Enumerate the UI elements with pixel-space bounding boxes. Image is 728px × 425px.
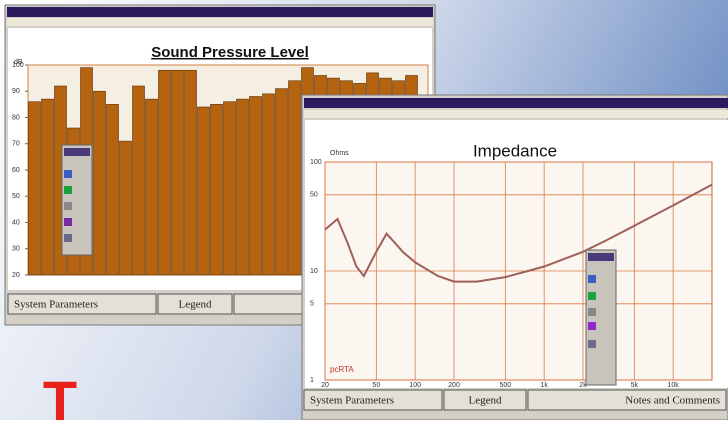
chart-title: Impedance (473, 141, 557, 160)
y-tick-label: 40 (12, 219, 20, 226)
bar (119, 140, 132, 276)
x-tick-label: 2k (579, 382, 587, 389)
y-tick-label: 1 (310, 377, 314, 384)
drop-cap: T (43, 369, 77, 420)
x-tick-label: 20 (321, 382, 329, 389)
x-tick-label: 200 (448, 382, 460, 389)
y-tick-label: 10 (310, 268, 318, 275)
legend-panel (585, 249, 617, 386)
title-bar (304, 98, 728, 108)
y-tick-label: 60 (12, 167, 20, 174)
bar (249, 96, 262, 276)
bar (145, 98, 158, 276)
y-tick-label: 30 (12, 246, 20, 253)
tab-label: Legend (469, 395, 502, 407)
watermark: pcRTA (330, 365, 354, 374)
legend-panel (61, 144, 93, 256)
bar (210, 104, 223, 276)
menu-bar[interactable] (304, 110, 728, 118)
tab[interactable] (157, 293, 233, 315)
y-tick-label: 100 (12, 62, 24, 69)
bar (132, 85, 145, 276)
y-tick-label: 90 (12, 88, 20, 95)
y-tick-label: 50 (12, 193, 20, 200)
y-tick-label: 80 (12, 114, 20, 121)
y-tick-label: 100 (310, 159, 322, 166)
tab-label: System Parameters (310, 395, 394, 407)
bar (106, 104, 119, 276)
y-axis-label: dB (14, 59, 23, 66)
bar (158, 69, 171, 276)
tab[interactable] (7, 293, 157, 315)
bar (41, 98, 54, 276)
bar (288, 80, 301, 276)
y-axis-label: Ohms (330, 150, 349, 157)
tab-label: Notes and Comments (625, 395, 720, 407)
tab[interactable] (303, 389, 443, 411)
impedance-window: Impedance Ohms 1 5 10 50 100 20 50 100 200 500 1k 2… (301, 94, 728, 421)
bar (223, 101, 236, 276)
bar (197, 106, 210, 276)
impedance-curve (324, 183, 713, 283)
chart-title: Sound Pressure Level (151, 44, 309, 61)
bar (262, 93, 275, 276)
y-tick-label: 5 (310, 301, 314, 308)
tab-label: System Parameters (14, 299, 98, 311)
x-tick-label: 50 (372, 382, 380, 389)
impedance-plot: 1 5 10 50 100 20 50 100 200 500 1k 2k 5k 10k (310, 159, 713, 389)
bar (171, 69, 184, 276)
menu-bar[interactable] (7, 18, 433, 26)
bar (275, 88, 288, 276)
x-tick-label: 100 (409, 382, 421, 389)
title-bar (7, 7, 433, 17)
tab-label: Legend (179, 299, 212, 311)
bar (184, 69, 197, 276)
y-tick-label: 50 (310, 192, 318, 199)
bar (28, 101, 41, 276)
x-tick-label: 5k (631, 382, 639, 389)
bar (236, 98, 249, 276)
tab[interactable] (443, 389, 527, 411)
tab[interactable] (527, 389, 727, 411)
y-tick-label: 20 (12, 272, 20, 279)
x-tick-label: 1k (540, 382, 548, 389)
bar (93, 90, 106, 276)
x-tick-label: 500 (499, 382, 511, 389)
y-tick-label: 70 (12, 141, 20, 148)
x-tick-label: 10k (668, 382, 680, 389)
